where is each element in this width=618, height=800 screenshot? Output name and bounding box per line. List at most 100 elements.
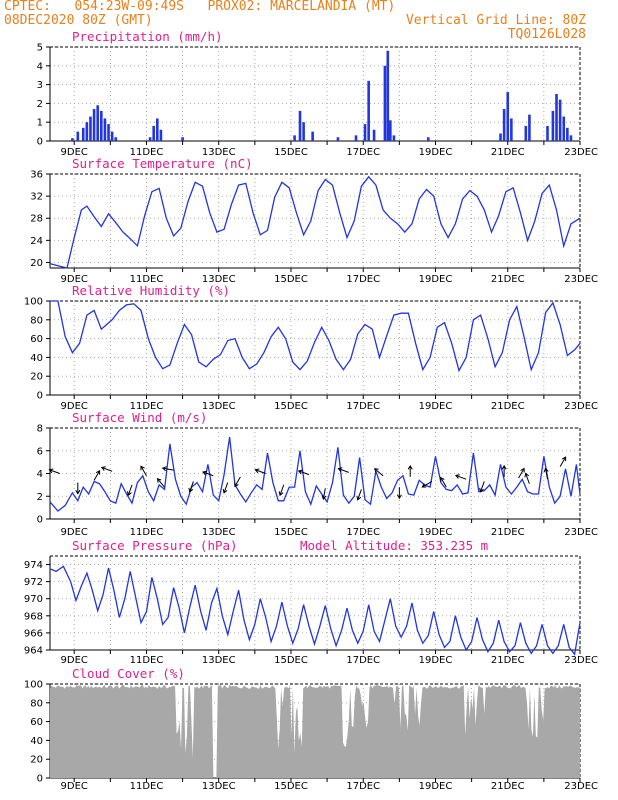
x-tick-label: 15DEC: [274, 147, 308, 158]
wind-arrowhead: [100, 466, 106, 471]
precip-bar: [426, 137, 430, 141]
wind-arrowhead: [188, 487, 194, 493]
wind-arrow: [93, 470, 101, 481]
x-tick-label: 9DEC: [61, 147, 88, 158]
cloud-area: [50, 684, 580, 778]
wind-arrowhead: [356, 495, 362, 501]
wind-arrowhead: [254, 468, 260, 474]
x-tick-label: 15DEC: [274, 527, 308, 538]
x-tick-label: 21DEC: [491, 147, 525, 158]
wind-arrow: [422, 481, 433, 488]
y-tick-label: 2: [37, 99, 43, 110]
precip-bar: [528, 114, 531, 141]
y-tick-label: 28: [30, 214, 43, 225]
wind-arrow: [338, 468, 349, 473]
y-tick-label: 4: [37, 469, 43, 480]
precip-bar: [76, 131, 80, 141]
precip-bar: [506, 92, 510, 141]
precip-bar: [555, 94, 558, 141]
wind-arrow: [140, 465, 147, 477]
precip-bar: [367, 80, 370, 141]
wind-arrow: [202, 471, 214, 477]
precip-bar: [148, 137, 152, 141]
x-tick-label: 21DEC: [491, 781, 525, 792]
wind-arrow: [322, 488, 326, 500]
series-line-1: [49, 175, 581, 269]
precip-bar: [383, 65, 387, 141]
precip-bar: [389, 120, 392, 141]
x-tick-label: 13DEC: [202, 401, 236, 412]
x-tick-label: 23DEC: [564, 527, 598, 538]
x-tick-label: 13DEC: [202, 527, 236, 538]
x-tick-label: 23DEC: [564, 781, 598, 792]
wind-arrowhead: [520, 467, 525, 473]
wind-arrowhead: [156, 477, 162, 483]
x-tick-label: 19DEC: [419, 401, 453, 412]
wind-arrowhead: [454, 474, 460, 479]
y-tick-label: 0: [37, 774, 43, 785]
y-tick-label: 970: [24, 594, 43, 605]
wind-arrowhead: [75, 489, 81, 495]
precip-bar: [510, 118, 513, 141]
header-datetime: 08DEC2020 80Z (GMT): [4, 13, 153, 28]
header-model: TQ0126L028: [507, 27, 586, 42]
y-tick-label: 60: [30, 717, 43, 728]
x-tick-label: 17DEC: [346, 147, 380, 158]
wind-arrow: [480, 481, 485, 492]
series-line-2: [50, 300, 581, 373]
header-vgrid: Vertical Grid Line: 80Z: [405, 13, 586, 28]
wind-arrow: [223, 482, 229, 494]
y-tick-label: 3: [37, 80, 43, 91]
precip-bar: [110, 131, 114, 141]
x-tick-label: 19DEC: [419, 147, 453, 158]
precip-bar: [85, 122, 89, 141]
precip-bar: [562, 116, 566, 141]
x-tick-label: 11DEC: [130, 274, 164, 285]
x-tick-label: 9DEC: [61, 655, 88, 666]
y-tick-label: 0: [37, 515, 43, 526]
y-tick-label: 100: [24, 680, 43, 691]
wind-arrowhead: [127, 491, 132, 497]
y-tick-label: 20: [30, 372, 43, 383]
y-tick-label: 964: [24, 646, 43, 657]
panel-title-0: Precipitation (mm/h): [72, 29, 223, 44]
precip-bar: [502, 109, 506, 141]
x-tick-label: 9DEC: [61, 527, 88, 538]
header-line1: CPTEC: 054:23W-09:49S PROX02: MARCELANDI…: [4, 0, 396, 14]
wind-arrowhead: [321, 495, 327, 501]
wind-arrowhead: [278, 491, 284, 497]
x-tick-label: 15DEC: [274, 274, 308, 285]
wind-arrowhead: [407, 464, 413, 470]
series-line-3: [49, 437, 581, 512]
x-tick-label: 19DEC: [419, 274, 453, 285]
y-tick-label: 20: [30, 755, 43, 766]
panel-title-4: Surface Pressure (hPa): [72, 538, 238, 553]
precip-bar: [103, 118, 107, 141]
x-tick-label: 13DEC: [202, 781, 236, 792]
y-tick-label: 8: [37, 424, 43, 435]
x-tick-label: 11DEC: [130, 781, 164, 792]
x-tick-label: 23DEC: [564, 147, 598, 158]
y-tick-label: 0: [37, 137, 43, 148]
x-tick-label: 23DEC: [564, 401, 598, 412]
precip-bar: [107, 124, 110, 141]
wind-arrow: [279, 484, 285, 496]
x-tick-label: 9DEC: [61, 401, 88, 412]
wind-arrowhead: [501, 464, 507, 470]
y-tick-label: 36: [30, 170, 43, 181]
precip-bar: [386, 50, 390, 142]
x-tick-label: 15DEC: [274, 781, 308, 792]
x-tick-label: 21DEC: [491, 655, 525, 666]
x-tick-label: 21DEC: [491, 527, 525, 538]
precip-bar: [558, 99, 562, 141]
wind-arrowhead: [202, 470, 208, 476]
panel-annotation-4: Model Altitude: 353.235 m: [300, 538, 488, 553]
precip-bar: [499, 133, 502, 141]
precip-bar: [569, 135, 573, 141]
y-tick-label: 968: [24, 611, 43, 622]
x-tick-label: 19DEC: [419, 781, 453, 792]
panel-title-3: Surface Wind (m/s): [72, 410, 207, 425]
x-tick-label: 21DEC: [491, 401, 525, 412]
y-tick-label: 1: [37, 118, 43, 129]
x-tick-label: 9DEC: [61, 781, 88, 792]
